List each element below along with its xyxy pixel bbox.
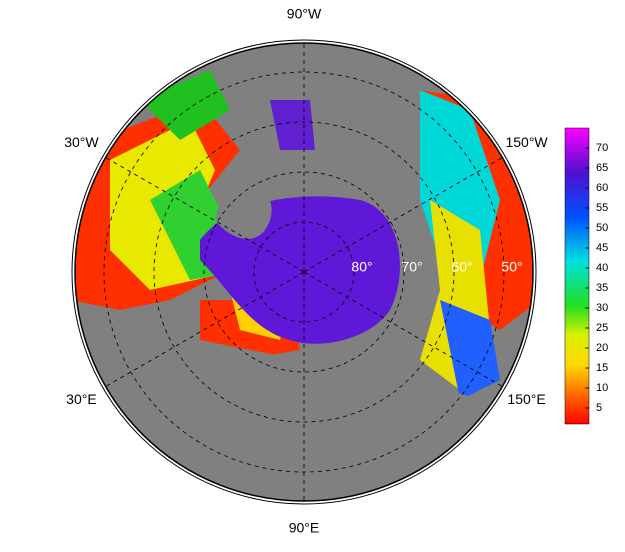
- colorbar-tick-label: 60: [596, 182, 608, 194]
- graticule: [103, 43, 505, 501]
- latitude-label: 60°: [451, 259, 472, 275]
- colorbar-tick-label: 5: [596, 402, 602, 414]
- colorbar-tick-label: 10: [596, 382, 608, 394]
- parallel: [203, 171, 405, 373]
- colorbar-tick-label: 65: [596, 162, 608, 174]
- parallel: [153, 121, 455, 423]
- longitude-label: 150°E: [507, 391, 545, 407]
- colorbar-tick-label: 35: [596, 282, 608, 294]
- colorbar-tick-label: 30: [596, 302, 608, 314]
- parallel: [103, 71, 505, 473]
- colorbar: [564, 127, 590, 425]
- parallel: [253, 221, 355, 323]
- latitude-label: 80°: [351, 259, 372, 275]
- latitude-label: 50°: [501, 259, 522, 275]
- map-border: [74, 42, 534, 502]
- colorbar-tick-label: 20: [596, 342, 608, 354]
- map-field: [75, 43, 533, 501]
- longitude-label: 30°W: [64, 134, 99, 150]
- meridian: [303, 271, 503, 387]
- colorbar-tick-label: 45: [596, 242, 608, 254]
- colorbar-tick-label: 40: [596, 262, 608, 274]
- meridian: [303, 157, 503, 273]
- map-border-outer: [71, 39, 537, 505]
- colorbar-tick-label: 15: [596, 362, 608, 374]
- colorbar-tick-label: 70: [596, 142, 608, 154]
- longitude-label: 150°W: [505, 134, 548, 150]
- meridian: [105, 271, 305, 387]
- longitude-label: 90°E: [289, 520, 320, 536]
- meridian: [105, 157, 305, 273]
- longitude-label: 30°E: [66, 391, 97, 407]
- latitude-label: 70°: [401, 259, 422, 275]
- colorbar-tick-label: 50: [596, 222, 608, 234]
- colorbar-tick-label: 25: [596, 322, 608, 334]
- longitude-label: 90°W: [287, 6, 322, 22]
- colorbar-tick-label: 55: [596, 202, 608, 214]
